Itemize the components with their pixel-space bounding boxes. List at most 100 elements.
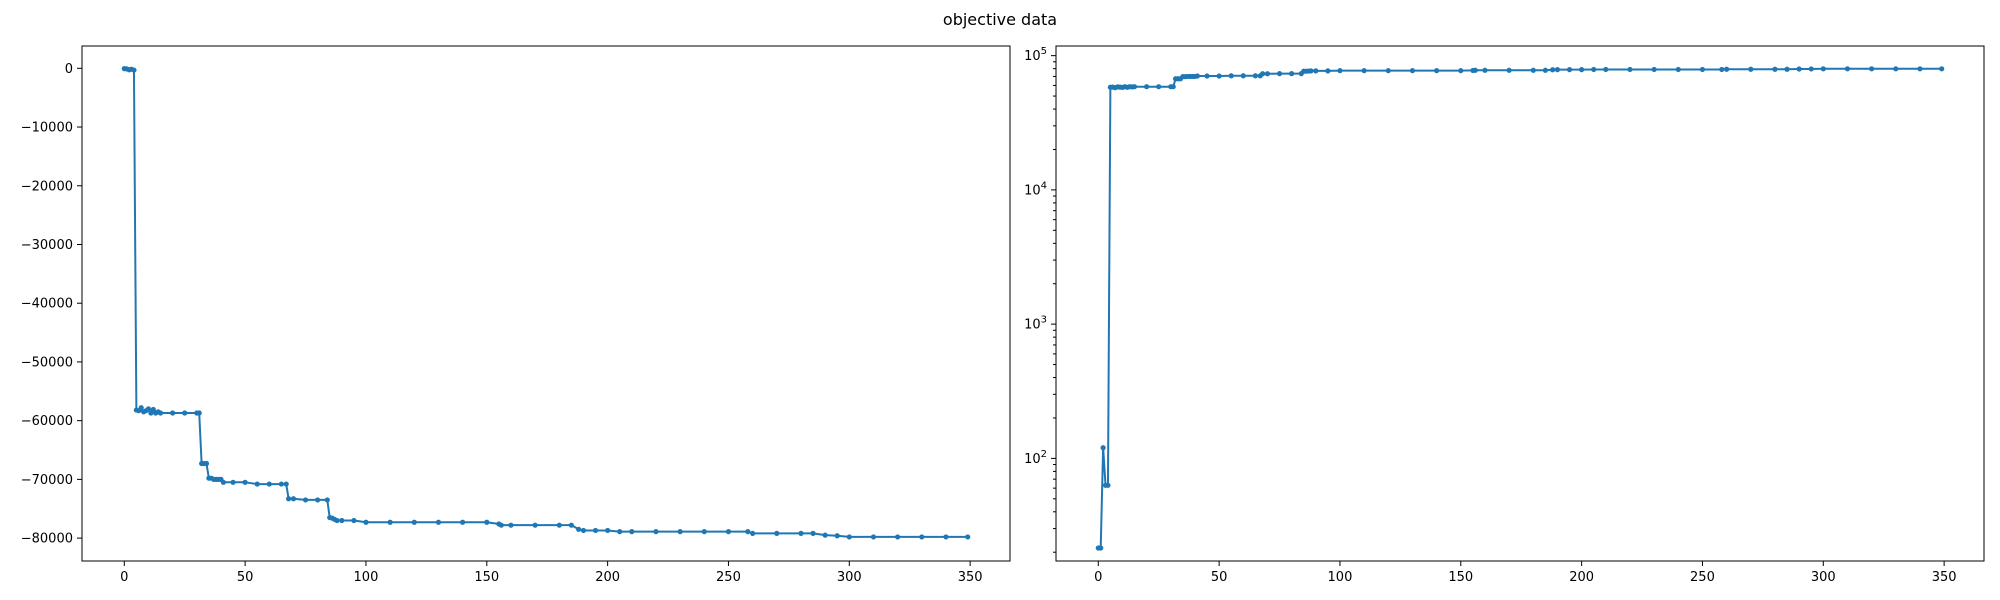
data-point — [1361, 68, 1367, 74]
data-point — [605, 527, 611, 534]
data-point — [230, 479, 236, 485]
x-tick-label: 100 — [354, 570, 379, 585]
data-point — [286, 496, 292, 502]
data-point — [387, 519, 393, 525]
x-tick-label: 0 — [1094, 570, 1102, 585]
data-point — [266, 481, 272, 487]
data-point — [170, 410, 176, 416]
x-tick-label: 50 — [1211, 570, 1228, 585]
data-point — [1796, 66, 1802, 72]
data-point — [677, 529, 683, 535]
data-point — [1554, 67, 1561, 73]
data-point — [725, 529, 732, 535]
data-point — [1939, 66, 1945, 72]
x-tick-label: 150 — [1448, 570, 1473, 585]
data-point — [138, 405, 144, 411]
data-point — [1550, 67, 1556, 73]
data-point — [846, 534, 852, 540]
data-point — [254, 481, 260, 487]
data-point — [242, 479, 248, 485]
chart-panel-2: 0 50 100 150 200 250 300 350 102 103 104 105 — [1024, 45, 1985, 585]
x-tick-label: 250 — [1690, 570, 1715, 585]
y-tick-label: −50000 — [21, 355, 73, 370]
data-point — [1772, 66, 1778, 72]
x-tick-label: 200 — [1569, 570, 1594, 585]
x-tick-label: 300 — [1811, 570, 1836, 585]
x-tick-label: 200 — [595, 570, 620, 585]
x-tick-label: 300 — [837, 570, 862, 585]
y-tick-label: 104 — [1024, 180, 1047, 198]
x-tick-label: 150 — [474, 570, 499, 585]
y-tick-label: −20000 — [21, 179, 73, 194]
data-point — [576, 526, 582, 532]
data-point — [1434, 68, 1440, 74]
data-point — [1409, 68, 1416, 74]
data-point — [701, 529, 707, 535]
data-point — [1917, 66, 1923, 72]
data-point — [1131, 84, 1138, 90]
data-point — [278, 481, 284, 487]
data-point — [1603, 66, 1609, 73]
axes-frame — [1055, 45, 1985, 562]
data-point — [1566, 67, 1573, 73]
y-tick-label: −40000 — [21, 297, 73, 312]
x-tick-label: 0 — [120, 570, 128, 585]
data-point — [1724, 66, 1730, 72]
data-point — [1264, 71, 1271, 77]
data-point — [1627, 66, 1633, 73]
data-point — [834, 533, 840, 539]
chart-panel-1: 0 50 100 150 200 250 300 350 0 −10000 −20000 −30000… — [21, 45, 1011, 585]
data-point — [750, 530, 756, 537]
data-point — [1098, 545, 1104, 551]
data-point — [822, 532, 828, 538]
data-point — [580, 527, 587, 534]
data-point — [556, 522, 562, 528]
data-point — [592, 527, 599, 534]
x-tick-label: 250 — [716, 570, 741, 585]
y-tick-label: −60000 — [21, 414, 73, 429]
series-line — [1098, 67, 1942, 549]
data-point — [1869, 66, 1875, 72]
data-point — [508, 522, 514, 528]
axes-frame — [81, 45, 1011, 562]
data-point — [1506, 67, 1512, 73]
data-point — [1844, 66, 1851, 72]
data-point — [498, 522, 504, 528]
data-point — [1542, 67, 1548, 73]
x-tick-label: 100 — [1328, 570, 1353, 585]
data-point — [1105, 482, 1111, 488]
figure-title: objective data — [942, 10, 1058, 29]
data-point — [1482, 67, 1488, 73]
data-point — [339, 517, 345, 524]
data-point — [351, 517, 357, 524]
data-point — [131, 67, 137, 73]
data-point — [1651, 66, 1657, 73]
y-tick-label: 0 — [65, 62, 73, 77]
data-point — [1784, 66, 1790, 72]
data-point — [1385, 68, 1391, 74]
data-point — [1530, 67, 1536, 73]
data-point — [798, 530, 804, 537]
data-point — [1240, 73, 1246, 79]
data-point — [1228, 73, 1234, 79]
data-point — [629, 529, 635, 535]
y-tick-label: −10000 — [21, 121, 73, 136]
data-point — [1591, 66, 1597, 73]
x-tick-label: 350 — [1932, 570, 1957, 585]
y-tick-label: −80000 — [21, 532, 73, 547]
data-point — [965, 534, 971, 540]
data-point — [895, 534, 901, 540]
x-tick-label: 350 — [958, 570, 983, 585]
data-point — [810, 530, 816, 537]
data-point — [203, 460, 210, 467]
data-point — [1337, 68, 1343, 74]
data-point — [220, 479, 226, 485]
data-point — [324, 497, 330, 503]
data-point — [484, 519, 490, 525]
data-point — [196, 410, 202, 416]
data-point — [919, 534, 925, 540]
data-point — [1893, 66, 1899, 72]
data-point — [1100, 445, 1106, 451]
